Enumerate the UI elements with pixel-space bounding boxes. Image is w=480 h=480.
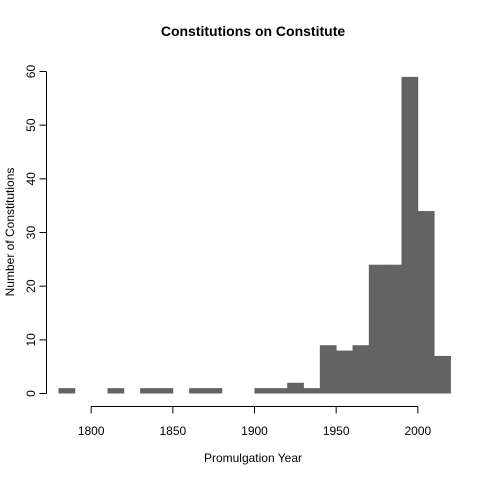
histogram-bar [336, 350, 353, 394]
y-axis: 0 10 20 30 40 50 60 [24, 65, 47, 397]
histogram-bar [417, 211, 435, 394]
x-tick-label: 2000 [404, 424, 431, 438]
histogram-bar [368, 264, 386, 394]
histogram-bar [189, 388, 206, 394]
chart-title: Constitutions on Constitute [161, 23, 346, 39]
histogram-bar [270, 388, 288, 394]
histogram-bar [58, 388, 76, 394]
histogram-bar [156, 388, 174, 394]
histogram-bar [303, 388, 321, 394]
y-tick-label: 10 [24, 333, 38, 347]
histogram-bar [385, 264, 402, 394]
histogram-bar [319, 345, 337, 394]
histogram-bar [254, 388, 272, 394]
histogram-bar [434, 355, 451, 394]
y-tick-label: 60 [24, 65, 38, 79]
x-axis: 1800 1850 1900 1950 2000 [78, 406, 432, 438]
x-tick-label: 1850 [159, 424, 186, 438]
histogram-bar [107, 388, 125, 394]
histogram-bar [352, 345, 370, 394]
y-tick-label: 40 [24, 172, 38, 186]
y-tick-label: 30 [24, 226, 38, 240]
histogram-bar [205, 388, 223, 394]
histogram-bar [140, 388, 157, 394]
bars-group [58, 76, 451, 394]
y-tick-label: 0 [24, 390, 38, 397]
y-axis-label: Number of Constitutions [3, 168, 17, 297]
x-tick-label: 1900 [241, 424, 268, 438]
histogram-bar [287, 382, 304, 394]
y-tick-label: 20 [24, 279, 38, 293]
x-axis-label: Promulgation Year [204, 451, 302, 465]
y-tick-label: 50 [24, 118, 38, 132]
x-tick-label: 1950 [323, 424, 350, 438]
x-tick-label: 1800 [78, 424, 105, 438]
histogram-bar [401, 76, 419, 394]
